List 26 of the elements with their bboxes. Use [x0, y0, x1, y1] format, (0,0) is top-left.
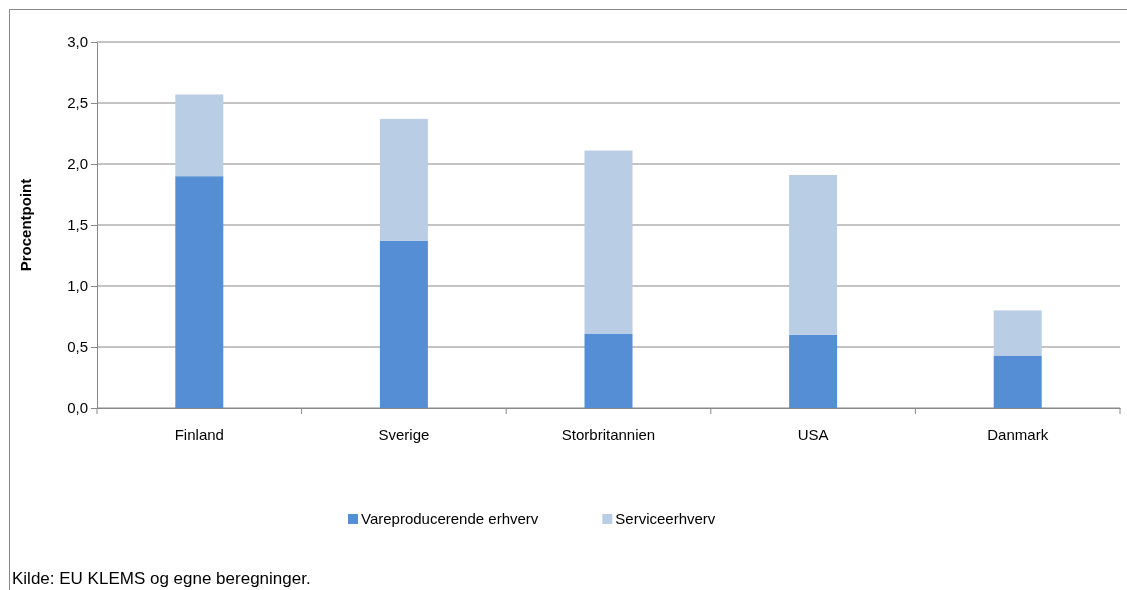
bar	[175, 176, 224, 408]
y-tick-label: 1,5	[67, 216, 88, 234]
x-tick-label: Danmark	[987, 425, 1049, 443]
bar	[584, 333, 633, 408]
legend-label: Serviceerhverv	[615, 510, 716, 527]
y-axis-title: Procentpoint	[17, 178, 34, 272]
x-tick-label: Finland	[174, 425, 224, 443]
bar	[789, 334, 838, 408]
y-tick-label: 3,0	[67, 33, 88, 51]
bar	[584, 150, 633, 334]
bar	[993, 310, 1042, 356]
bar	[993, 355, 1042, 408]
y-tick-label: 0,0	[67, 399, 88, 417]
x-tick-label: Sverige	[378, 425, 430, 443]
bar	[379, 240, 428, 408]
legend-label: Vareproducerende erhverv	[361, 510, 539, 527]
y-tick-label: 2,5	[67, 94, 88, 112]
x-tick-label: USA	[797, 425, 829, 443]
y-tick-label: 2,0	[67, 155, 88, 173]
y-tick-label: 1,0	[67, 277, 88, 295]
bar	[789, 174, 838, 335]
text: Kilde: EU KLEMS og egne beregninger.	[12, 569, 311, 588]
x-tick-label: Storbritannien	[561, 425, 656, 443]
bar	[379, 118, 428, 241]
bar	[175, 94, 224, 177]
y-tick-label: 0,5	[67, 338, 88, 356]
